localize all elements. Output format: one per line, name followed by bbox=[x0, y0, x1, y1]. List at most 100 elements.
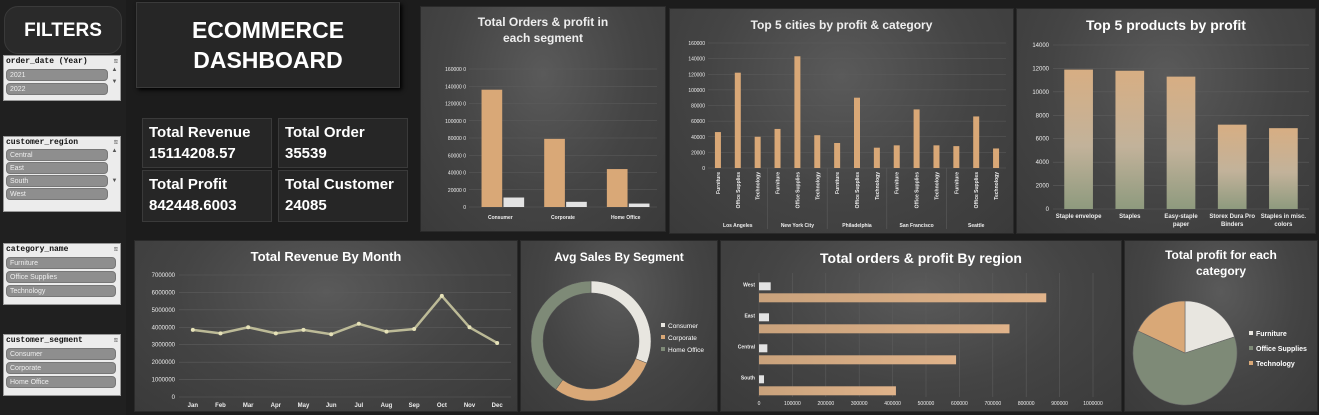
slicer-item-east[interactable]: East bbox=[6, 162, 108, 174]
slicer-customer-region[interactable]: customer_region ≋ Central East South West… bbox=[3, 136, 121, 212]
bar-region-orders bbox=[759, 386, 896, 396]
y-tick-label: 100000 bbox=[688, 88, 705, 94]
y-tick-label: 7000000 bbox=[152, 273, 176, 279]
y-tick-label: 1000000 bbox=[152, 378, 176, 384]
group-label: San Francisco bbox=[900, 223, 934, 229]
revenue-point bbox=[384, 329, 389, 334]
y-tick-label: South bbox=[741, 375, 755, 381]
bar-city-category bbox=[953, 146, 960, 168]
chart-month-svg: 0 1000000 2000000 3000000 4000000 5000000 6000… bbox=[152, 273, 511, 409]
slicer-item-technology[interactable]: Technology bbox=[6, 285, 116, 297]
donut-slice bbox=[530, 280, 592, 390]
revenue-point bbox=[273, 331, 278, 336]
x-tick-label: 1000000 bbox=[1083, 401, 1103, 407]
bar-product bbox=[1269, 128, 1298, 209]
kpi-profit-label: Total Profit bbox=[149, 176, 228, 193]
x-tick-label: Staples bbox=[1119, 214, 1141, 220]
legend-swatch bbox=[661, 335, 665, 339]
chart-avg-sales-segment: Avg Sales By Segment Consumer Corporate Ho… bbox=[520, 240, 718, 412]
x-tick-label: Corporate bbox=[551, 215, 575, 221]
x-tick-label: 0 bbox=[758, 401, 761, 407]
dashboard-title-box: ECOMMERCE DASHBOARD bbox=[136, 2, 400, 88]
bar-city-category bbox=[973, 116, 980, 168]
group-label: Los Angeles bbox=[723, 223, 753, 229]
x-tick-label: Technology bbox=[756, 172, 762, 200]
x-tick-label: Oct bbox=[437, 403, 447, 409]
slicer-item-2021[interactable]: 2021 bbox=[6, 69, 108, 81]
x-tick-label: 200000 bbox=[817, 401, 834, 407]
bar-region-profit bbox=[759, 313, 770, 322]
x-tick-label: Dec bbox=[492, 403, 504, 409]
slicer-customer-segment[interactable]: customer_segment ≋ Consumer Corporate Hom… bbox=[3, 334, 121, 396]
slicer-item-furniture[interactable]: Furniture bbox=[6, 257, 116, 269]
x-tick-label: Technology bbox=[875, 172, 881, 200]
chart-category-title: Total profit for each category bbox=[1165, 248, 1277, 278]
y-tick-label: 14000 bbox=[1032, 43, 1049, 49]
x-tick-label: Technology bbox=[934, 172, 940, 200]
y-tick-label: 2000000 bbox=[152, 360, 176, 366]
slicer-item-corporate[interactable]: Corporate bbox=[6, 362, 116, 374]
y-tick-label: 60000 0 bbox=[448, 153, 466, 159]
group-label: New York City bbox=[781, 223, 814, 229]
slicer-item-home-office[interactable]: Home Office bbox=[6, 376, 116, 388]
y-tick-label: 0 bbox=[1046, 207, 1050, 213]
x-tick-label: 700000 bbox=[984, 401, 1001, 407]
filter-clear-icon[interactable]: ≋ bbox=[113, 337, 118, 345]
x-tick-label: Jan bbox=[188, 403, 199, 409]
x-tick-label: Furniture bbox=[776, 172, 782, 194]
x-tick-label: Apr bbox=[271, 403, 282, 409]
x-tick-label: Nov bbox=[464, 403, 476, 409]
chart-segment-title: Total Orders & profit in each segment bbox=[477, 15, 609, 45]
y-tick-label: 60000 bbox=[691, 119, 705, 125]
kpi-card-order: Total Order 35539 bbox=[278, 118, 408, 168]
slicer-order-year[interactable]: order_date (Year) ≋ 2021 2022 ▲ ▼ bbox=[3, 55, 121, 101]
x-tick-label: Home Office bbox=[611, 215, 641, 221]
slicer-item-west[interactable]: West bbox=[6, 188, 108, 200]
x-tick-label: Jul bbox=[354, 403, 363, 409]
chart-cities-svg: 0 20000 40000 60000 80000 100000 120000 140000 1… bbox=[688, 41, 1006, 229]
bar-city-category bbox=[913, 109, 920, 168]
slicer-category-name-header: category_name bbox=[6, 245, 69, 254]
kpi-order-value: 35539 bbox=[285, 145, 327, 162]
slicer-category-name[interactable]: category_name ≋ Furniture Office Supplies… bbox=[3, 243, 121, 305]
slicer-order-year-header: order_date (Year) bbox=[6, 57, 88, 66]
y-tick-label: 0 bbox=[463, 205, 466, 211]
y-tick-label: 40000 bbox=[691, 135, 705, 141]
y-tick-label: 40000 0 bbox=[448, 171, 466, 177]
slicer-item-consumer[interactable]: Consumer bbox=[6, 348, 116, 360]
slicer-item-central[interactable]: Central bbox=[6, 149, 108, 161]
slicer-scrollbar[interactable]: ▲ ▼ bbox=[111, 148, 118, 184]
legend-label: Furniture bbox=[1256, 331, 1287, 338]
y-tick-label: East bbox=[744, 313, 755, 319]
bar-city-category bbox=[734, 72, 741, 168]
filter-clear-icon[interactable]: ≋ bbox=[113, 58, 118, 66]
slicer-item-south[interactable]: South bbox=[6, 175, 108, 187]
chart-profit-by-category: Total profit for each category Furniture… bbox=[1124, 240, 1318, 412]
slicer-item-2022[interactable]: 2022 bbox=[6, 83, 108, 95]
y-tick-label: 20000 bbox=[691, 150, 705, 156]
y-tick-label: 6000 bbox=[1036, 137, 1050, 143]
y-tick-label: 80000 bbox=[691, 104, 705, 110]
chart-segment-svg: 0 20000 0 40000 0 60000 0 80000 0 100000 0 120… bbox=[445, 67, 657, 221]
bar-region-orders bbox=[759, 355, 957, 365]
x-tick-label: 400000 bbox=[884, 401, 901, 407]
chart-region-orders-profit: Total orders & profit By region 0 100000 2… bbox=[720, 240, 1122, 412]
bar-city-category bbox=[873, 147, 880, 168]
y-tick-label: 4000 bbox=[1036, 160, 1050, 166]
kpi-customer-label: Total Customer bbox=[285, 176, 394, 193]
y-tick-label: 3000000 bbox=[152, 343, 176, 349]
pie-slice bbox=[1132, 330, 1238, 406]
bar-city-category bbox=[814, 135, 821, 168]
slicer-item-office-supplies[interactable]: Office Supplies bbox=[6, 271, 116, 283]
filter-clear-icon[interactable]: ≋ bbox=[113, 139, 118, 147]
x-tick-label: Office Supplies bbox=[795, 172, 801, 209]
bar-city-category bbox=[993, 148, 1000, 168]
chart-revenue-by-month: Total Revenue By Month 0 1000000 2000000 30… bbox=[134, 240, 518, 412]
filter-clear-icon[interactable]: ≋ bbox=[113, 246, 118, 254]
chart-avg-sales-svg: Consumer Corporate Home Office bbox=[530, 280, 704, 402]
pie-slice bbox=[1184, 300, 1235, 354]
chart-products-title: Top 5 products by profit bbox=[1086, 17, 1246, 33]
x-tick-label: Mar bbox=[243, 403, 254, 409]
revenue-point bbox=[329, 332, 334, 337]
slicer-scrollbar[interactable]: ▲ ▼ bbox=[111, 67, 118, 85]
